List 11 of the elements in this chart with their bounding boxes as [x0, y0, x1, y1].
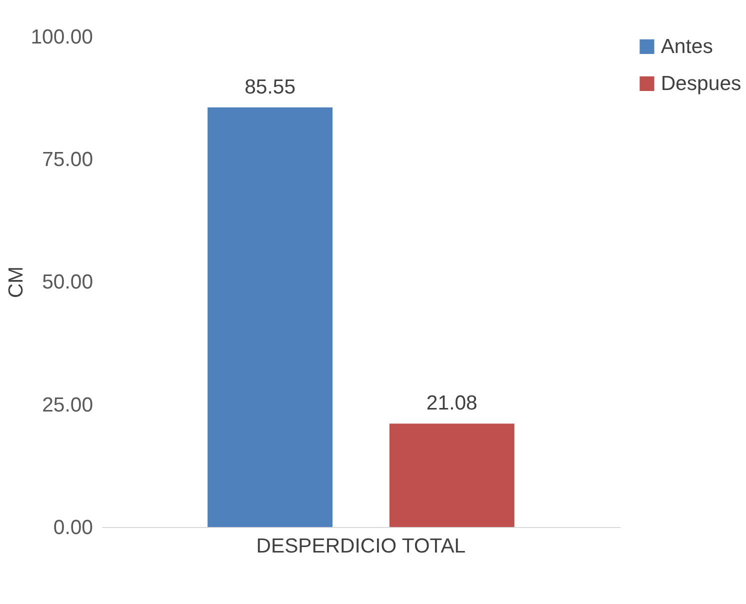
y-tick-label: 50.00 [42, 272, 94, 294]
y-tick-label: 75.00 [42, 149, 94, 172]
x-tick-label: DESPERDICIO TOTAL [256, 535, 466, 558]
y-axis-title: CM [5, 266, 28, 298]
y-tick-label: 0.00 [53, 516, 94, 539]
y-tick-label: 100.00 [30, 26, 94, 48]
legend-label: Despues [660, 73, 742, 96]
legend-label: Antes [660, 36, 713, 58]
y-tick-label: 25.00 [42, 394, 94, 416]
data-label: 21.08 [426, 392, 478, 415]
data-label: 85.55 [244, 76, 296, 98]
